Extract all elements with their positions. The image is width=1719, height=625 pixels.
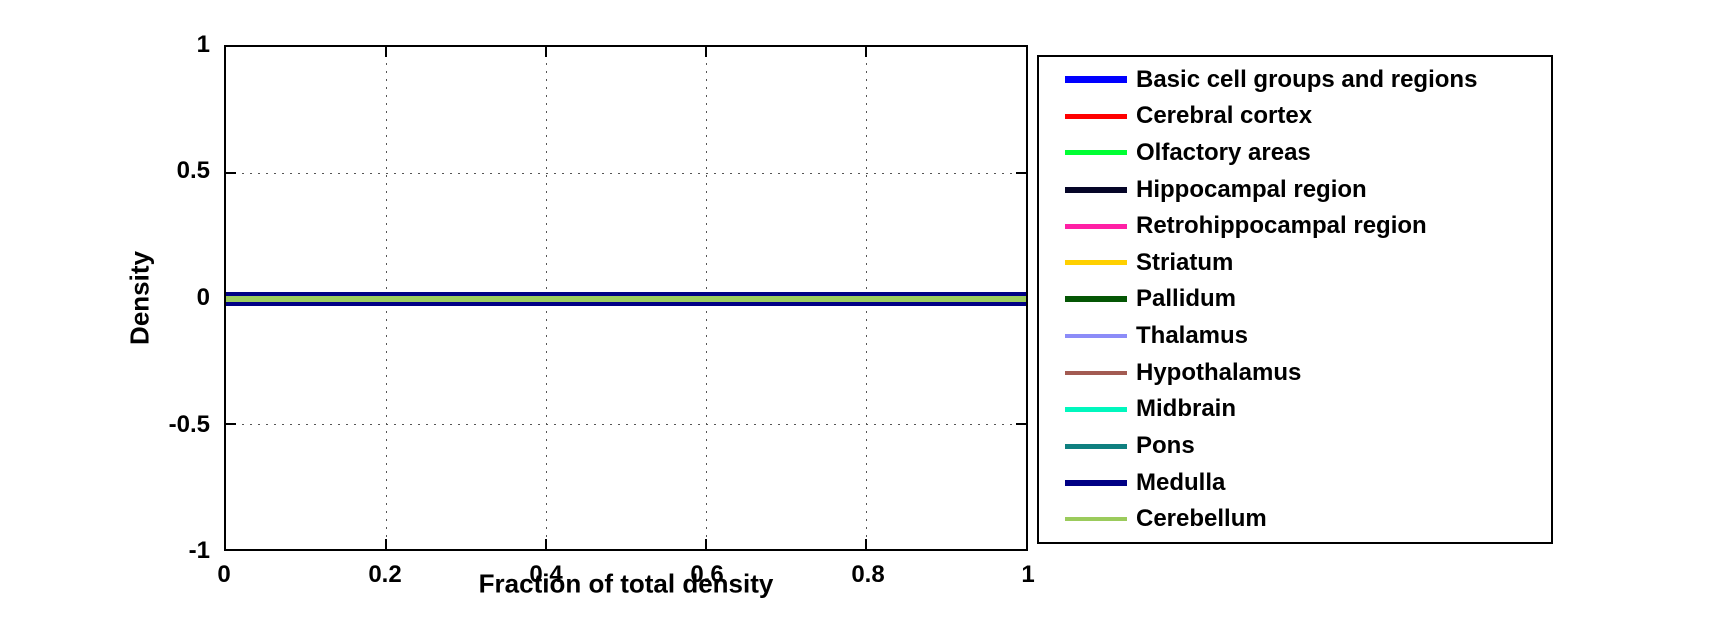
y-axis-title: Density <box>124 251 155 345</box>
x-tick-label: 0.4 <box>529 561 563 588</box>
y-tick-label: 0.5 <box>176 157 210 184</box>
legend-item: Olfactory areas <box>1039 139 1551 167</box>
x-tick-mark <box>705 539 707 549</box>
plot-area <box>224 45 1028 551</box>
legend-item-label: Retrohippocampal region <box>1136 212 1427 240</box>
legend-item: Pons <box>1039 432 1551 460</box>
legend-item: Cerebral cortex <box>1039 102 1551 130</box>
x-tick-label: 1 <box>1021 561 1035 588</box>
y-tick-label: -1 <box>188 537 210 564</box>
legend-line-swatch <box>1065 76 1127 84</box>
y-tick-mark <box>226 171 236 174</box>
x-tick-mark <box>545 539 547 549</box>
legend-item: Pallidum <box>1039 285 1551 313</box>
legend-item: Hippocampal region <box>1039 176 1551 204</box>
legend-line-swatch <box>1065 150 1127 156</box>
legend-item-label: Hippocampal region <box>1136 175 1367 203</box>
legend-box: Basic cell groups and regions Cerebral c… <box>1037 55 1553 544</box>
legend-line-swatch <box>1065 296 1127 303</box>
legend-item-label: Olfactory areas <box>1136 138 1311 166</box>
x-axis-title: Fraction of total density <box>478 568 774 599</box>
legend-line-swatch <box>1065 223 1127 229</box>
overlapping-data-lines <box>226 292 1026 306</box>
legend-item-label: Hypothalamus <box>1136 358 1302 386</box>
x-tick-label: 0.6 <box>690 561 724 588</box>
x-tick-label: 0.2 <box>368 561 402 588</box>
x-tick-mark <box>385 539 387 549</box>
legend-item-label: Midbrain <box>1136 395 1236 423</box>
y-tick-label: -0.5 <box>168 411 210 438</box>
data-line-medulla <box>226 292 1026 296</box>
legend-line-swatch <box>1065 113 1127 119</box>
legend-line-swatch <box>1065 517 1127 522</box>
x-tick-mark <box>705 47 707 57</box>
legend-item-label: Thalamus <box>1136 322 1249 350</box>
y-tick-label: 0 <box>196 284 210 311</box>
y-tick-mark <box>1016 171 1026 174</box>
x-tick-label: 0.8 <box>851 561 885 588</box>
legend-line-swatch <box>1065 370 1127 375</box>
y-grid-line <box>226 172 1026 174</box>
y-tick-mark <box>226 422 236 425</box>
legend-item: Hypothalamus <box>1039 359 1551 387</box>
legend-item: Midbrain <box>1039 395 1551 423</box>
legend-item: Basic cell groups and regions <box>1039 66 1551 94</box>
x-tick-label: 0 <box>217 561 231 588</box>
legend-item-label: Pallidum <box>1136 285 1237 313</box>
legend-line-swatch <box>1065 260 1127 266</box>
y-tick-mark <box>1016 422 1026 425</box>
y-grid-line <box>226 423 1026 425</box>
legend-item-label: Basic cell groups and regions <box>1136 65 1478 93</box>
legend-item-label: Striatum <box>1136 248 1234 276</box>
x-tick-mark <box>865 539 867 549</box>
legend-item-label: Medulla <box>1136 468 1226 496</box>
legend-item-label: Cerebellum <box>1136 505 1267 533</box>
legend-line-swatch <box>1065 406 1127 412</box>
legend-item: Cerebellum <box>1039 505 1551 533</box>
legend-line-swatch <box>1065 186 1127 193</box>
legend-line-swatch <box>1065 443 1127 449</box>
legend-item-label: Cerebral cortex <box>1136 102 1313 130</box>
data-line-medulla <box>226 302 1026 306</box>
legend-item: Striatum <box>1039 249 1551 277</box>
legend-item: Retrohippocampal region <box>1039 212 1551 240</box>
legend-item-label: Pons <box>1136 432 1195 460</box>
x-tick-mark <box>385 47 387 57</box>
legend-line-swatch <box>1065 479 1127 486</box>
x-tick-mark <box>865 47 867 57</box>
y-tick-label: 1 <box>196 31 210 58</box>
data-line-cerebellum <box>226 296 1026 302</box>
legend-line-swatch <box>1065 334 1127 339</box>
legend-item: Thalamus <box>1039 322 1551 350</box>
x-tick-mark <box>545 47 547 57</box>
legend-item: Medulla <box>1039 469 1551 497</box>
